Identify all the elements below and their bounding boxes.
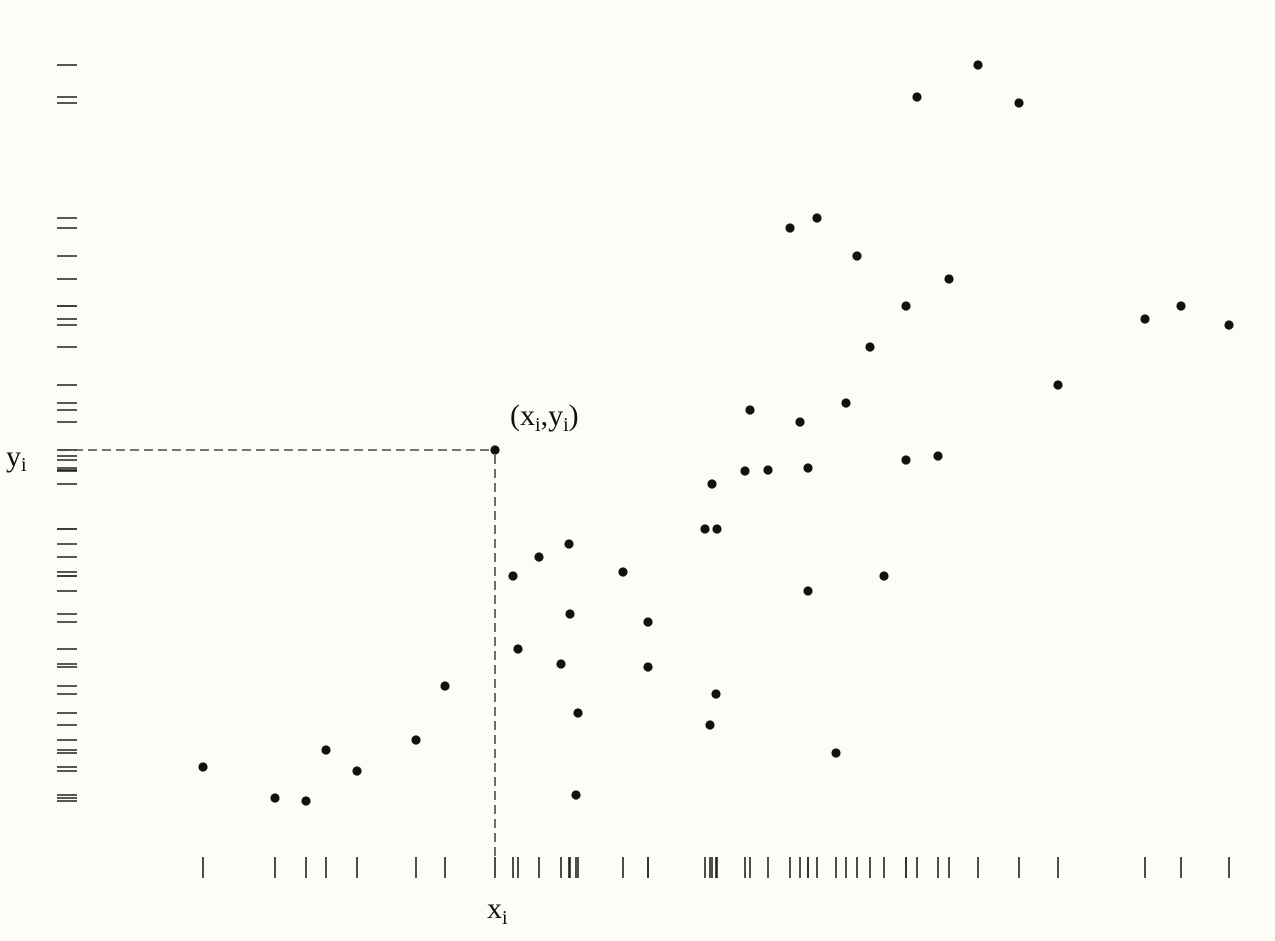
highlight-point-label: (xi,yi) [510,399,579,436]
data-point [803,586,813,596]
data-point [198,762,208,772]
data-point [270,793,280,803]
data-point [865,342,875,352]
data-point [534,552,544,562]
data-point [513,644,523,654]
data-point [565,609,575,619]
data-point [944,274,954,284]
data-point [1176,301,1186,311]
data-point [763,465,773,475]
data-point [352,766,362,776]
data-point [490,445,500,455]
data-point [705,720,715,730]
data-point [785,223,795,233]
x-rug-ticks [202,857,1230,878]
data-point [1224,320,1234,330]
data-point [1140,314,1150,324]
data-point [901,455,911,465]
x-axis-highlight-label: xi [487,892,508,929]
data-point [508,571,518,581]
data-point [564,539,574,549]
data-point [571,790,581,800]
data-point [831,748,841,758]
data-point [841,398,851,408]
data-point [803,463,813,473]
data-point [301,796,311,806]
data-point [1053,380,1063,390]
data-point [973,60,983,70]
data-point [411,735,421,745]
data-point [643,662,653,672]
data-point [933,451,943,461]
data-point [745,405,755,415]
data-point [740,466,750,476]
data-point [618,567,628,577]
highlight-guides [60,449,496,858]
data-point [852,251,862,261]
data-point [812,213,822,223]
data-point [901,301,911,311]
data-point [879,571,889,581]
data-point [440,681,450,691]
y-axis-highlight-label: yi [6,440,27,476]
data-point [912,92,922,102]
data-point [707,479,717,489]
y-rug-ticks [57,64,77,802]
data-point [700,524,710,534]
data-point [795,417,805,427]
data-point [643,617,653,627]
data-point [711,689,721,699]
data-point [1014,98,1024,108]
data-point [573,708,583,718]
data-points [198,60,1234,806]
data-point [321,745,331,755]
data-point [712,524,722,534]
data-point [556,659,566,669]
